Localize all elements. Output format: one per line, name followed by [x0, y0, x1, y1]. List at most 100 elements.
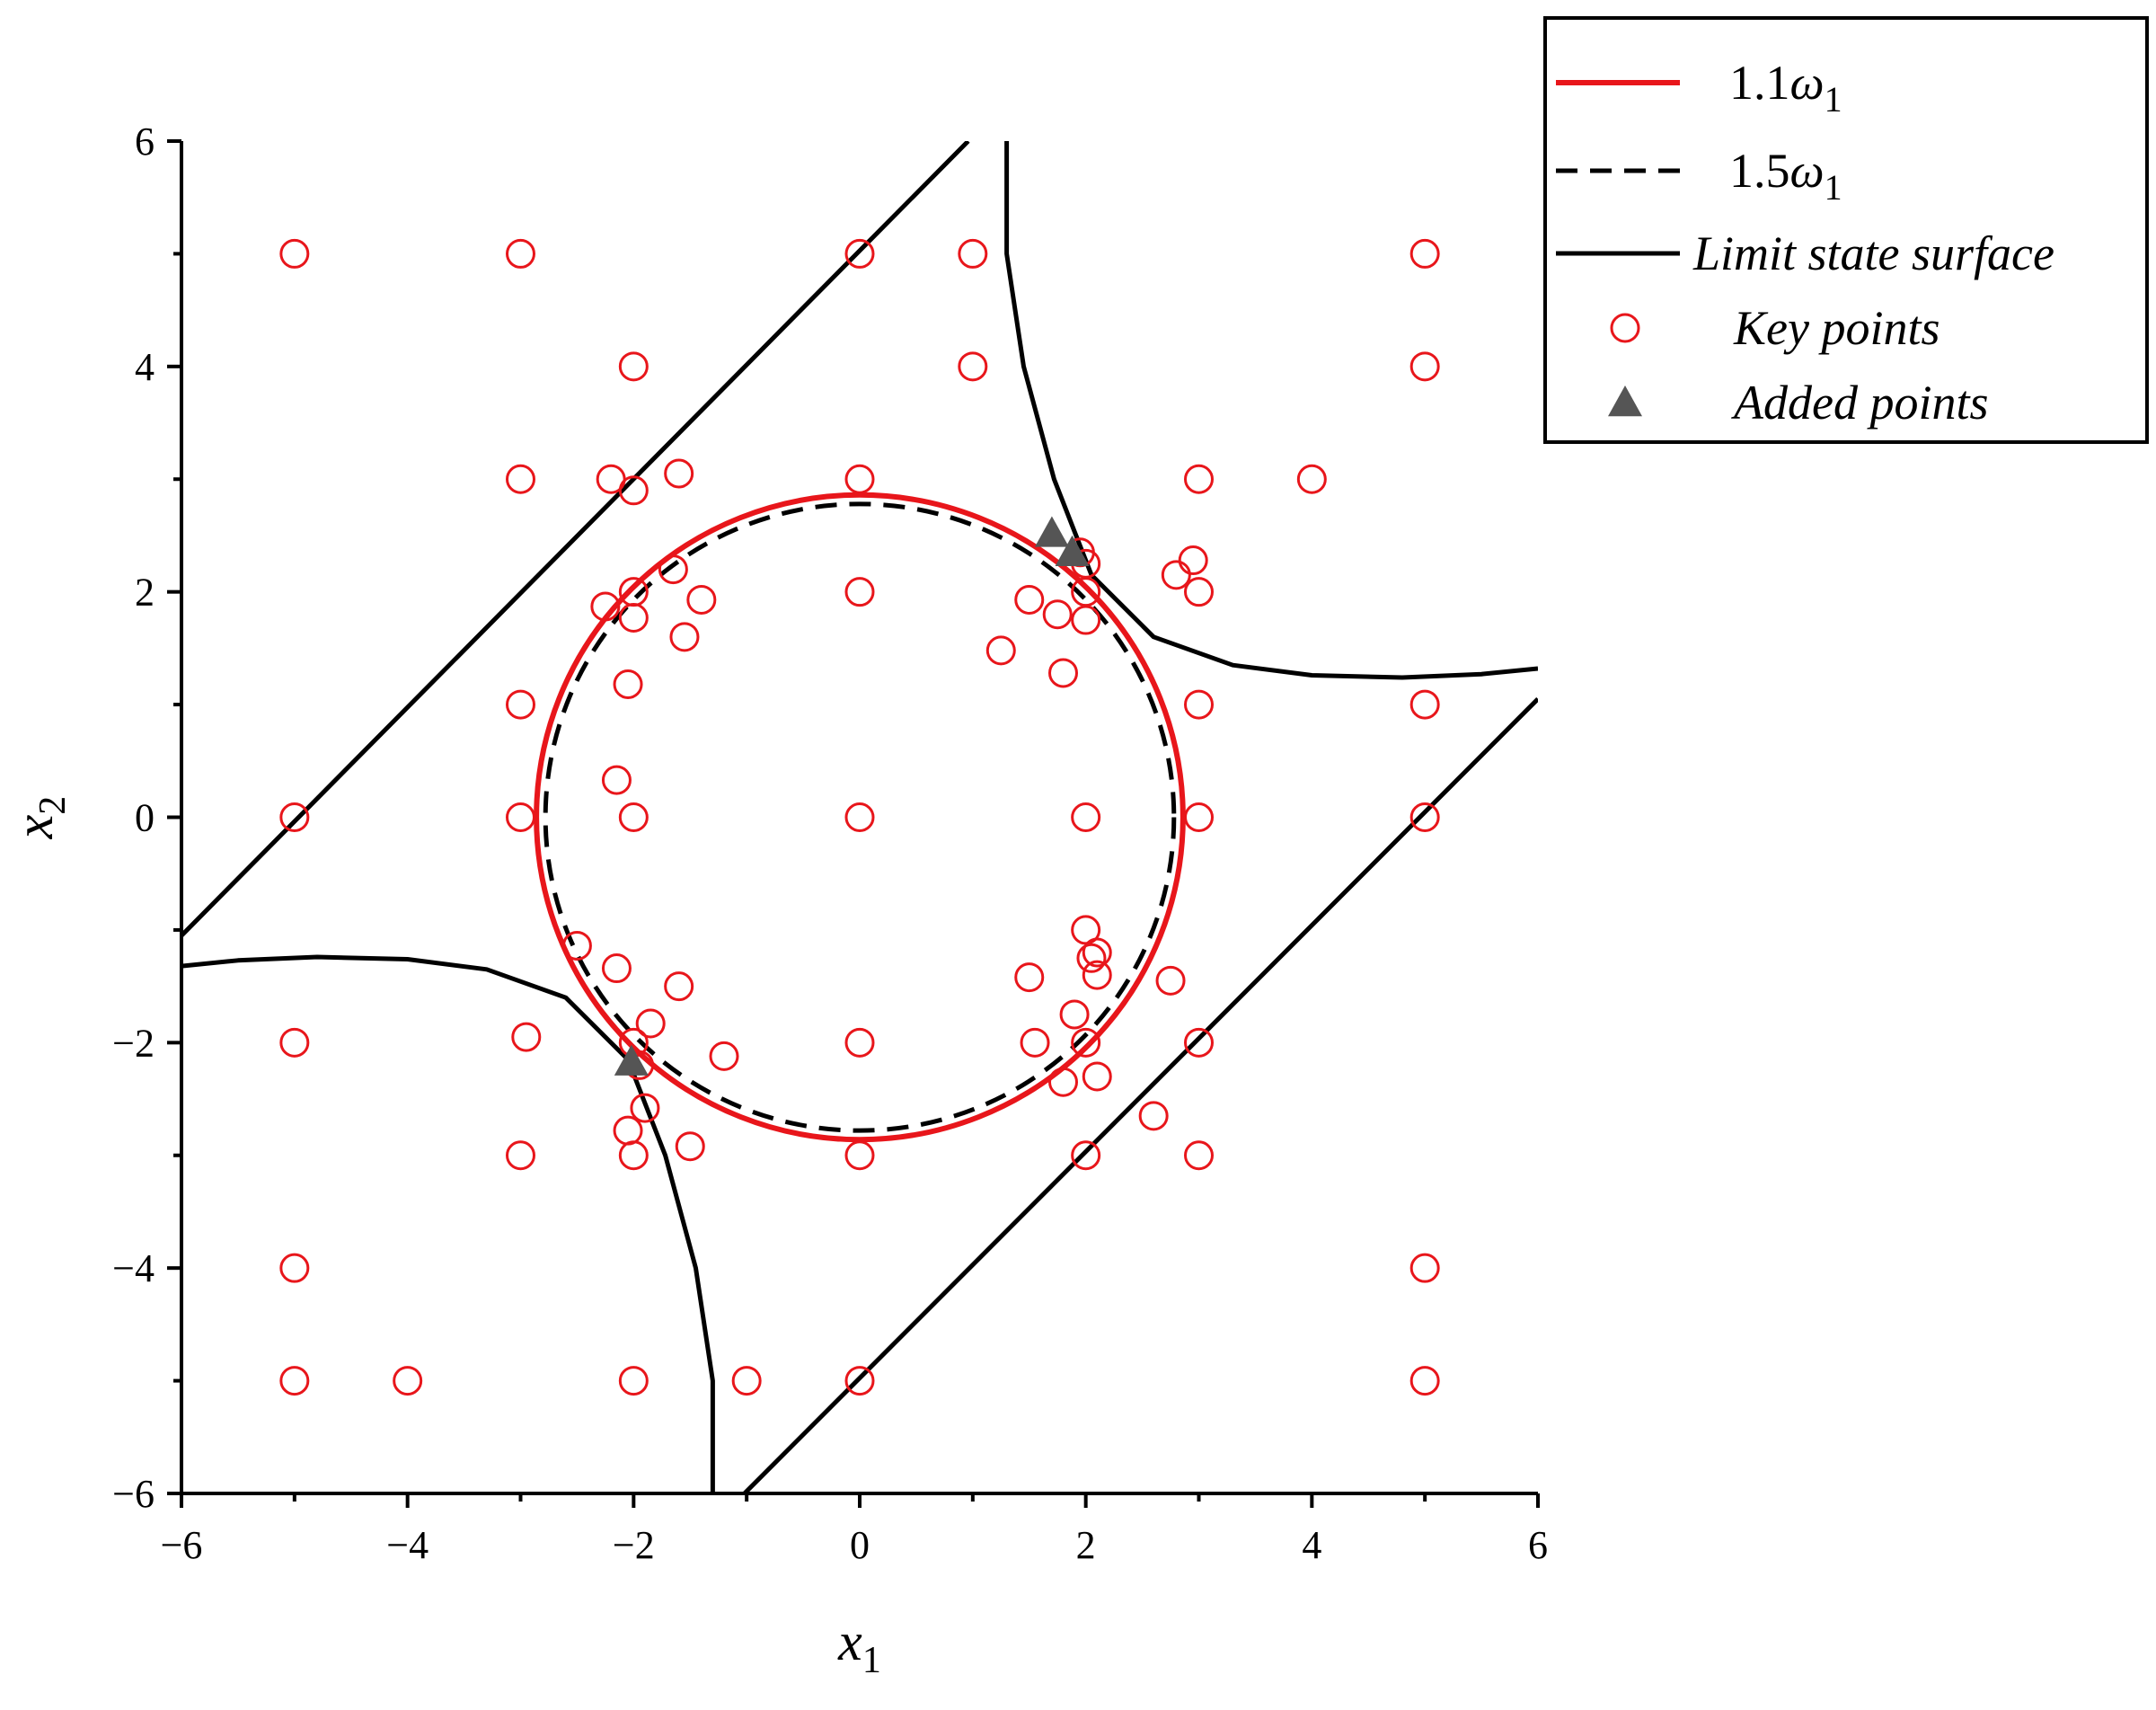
y-tick-label: 0 — [135, 796, 155, 840]
x-axis-title-main: x — [837, 1612, 862, 1671]
key-point — [618, 577, 649, 607]
key-point — [635, 1008, 666, 1039]
key-point — [1082, 960, 1112, 990]
key-point — [1184, 802, 1214, 832]
legend-label-l4: Key points — [1733, 301, 1940, 355]
key-point — [630, 1093, 660, 1123]
y-tick-label: −2 — [112, 1021, 155, 1065]
key-point — [844, 1027, 875, 1058]
legend-label-subscript: 1 — [1825, 79, 1842, 120]
key-point — [1020, 1027, 1050, 1058]
key-point — [506, 689, 535, 720]
legend-symbol-open-circle — [1610, 313, 1640, 343]
key-point — [1184, 1140, 1214, 1171]
circle-1-5-omega — [543, 501, 1177, 1133]
key-point — [618, 603, 649, 633]
markers-layer — [279, 238, 1440, 1396]
key-point — [675, 1131, 705, 1162]
key-point — [1071, 1027, 1101, 1058]
key-point — [601, 765, 632, 795]
key-point — [1161, 560, 1191, 590]
x-tick-label: 2 — [1076, 1523, 1096, 1567]
key-point — [1409, 238, 1440, 269]
key-point — [1178, 545, 1208, 576]
key-point — [844, 802, 875, 832]
legend-symbol-triangle — [1608, 385, 1642, 417]
legend-label-number: 1.5 — [1729, 144, 1790, 198]
limit-state-curve-4 — [181, 954, 715, 1493]
key-point — [393, 1366, 423, 1396]
key-point — [844, 1140, 875, 1171]
key-point — [1071, 802, 1101, 832]
key-point — [506, 238, 535, 269]
y-tick-label: 6 — [135, 120, 155, 164]
key-point — [618, 802, 649, 832]
key-point — [1184, 577, 1214, 607]
key-point — [1082, 937, 1112, 968]
key-point — [506, 1140, 535, 1171]
key-point — [279, 1366, 310, 1396]
key-point — [844, 577, 875, 607]
key-point — [613, 669, 643, 700]
x-tick-label: 6 — [1528, 1523, 1548, 1567]
y-axis-title-sub: 2 — [32, 796, 74, 815]
y-axis-title: x2 — [4, 796, 74, 840]
key-point — [1082, 1061, 1112, 1092]
key-point — [1155, 965, 1186, 996]
y-tick-label: −4 — [112, 1246, 155, 1290]
key-point — [1014, 962, 1045, 993]
y-axis-title-main: x — [4, 814, 64, 839]
key-point — [1184, 689, 1214, 720]
key-point — [958, 238, 988, 269]
key-point — [1042, 599, 1073, 630]
key-point — [1409, 689, 1440, 720]
key-point — [731, 1366, 762, 1396]
key-point — [1071, 605, 1101, 635]
legend-label-omega: ω — [1790, 144, 1825, 198]
legend-label-omega: ω — [1790, 56, 1825, 110]
key-point — [844, 238, 875, 269]
circle-1-1-omega — [534, 492, 1186, 1143]
key-point — [1409, 351, 1440, 382]
legend-label-l1: 1.1ω1 — [1729, 56, 1842, 120]
key-point — [1014, 584, 1045, 615]
key-point — [618, 1140, 649, 1171]
legend-box — [1543, 16, 2149, 444]
key-point — [669, 622, 700, 652]
key-point — [658, 554, 688, 585]
key-point — [618, 475, 649, 506]
key-point — [590, 591, 621, 622]
x-tick-label: −6 — [161, 1523, 203, 1567]
key-point — [561, 930, 592, 961]
key-point — [1076, 943, 1107, 973]
y-tick-label: 4 — [135, 345, 155, 389]
key-point — [1059, 999, 1090, 1030]
key-point — [279, 802, 310, 832]
key-point — [1071, 577, 1101, 607]
key-point — [279, 1027, 310, 1058]
key-point — [1296, 464, 1327, 494]
y-tick-label: −6 — [112, 1472, 155, 1516]
added-point — [1055, 535, 1090, 566]
key-point — [1048, 658, 1078, 688]
added-point — [1034, 516, 1069, 547]
key-point — [664, 971, 694, 1002]
key-point — [601, 953, 632, 984]
key-point — [985, 635, 1016, 666]
legend-label-subscript: 1 — [1825, 167, 1842, 208]
limit-state-curve-1 — [181, 141, 970, 937]
key-point — [958, 351, 988, 382]
key-point — [618, 351, 649, 382]
limit-state-curve-3 — [1004, 141, 1538, 680]
key-point — [1184, 464, 1214, 494]
x-axis-title-sub: 1 — [862, 1640, 881, 1681]
key-point — [506, 464, 535, 494]
key-point — [1409, 802, 1440, 832]
key-point — [844, 464, 875, 494]
x-tick-label: 0 — [850, 1523, 870, 1567]
key-point — [709, 1041, 739, 1071]
key-point — [844, 1366, 875, 1396]
key-point — [506, 802, 535, 832]
key-point — [1409, 1253, 1440, 1283]
